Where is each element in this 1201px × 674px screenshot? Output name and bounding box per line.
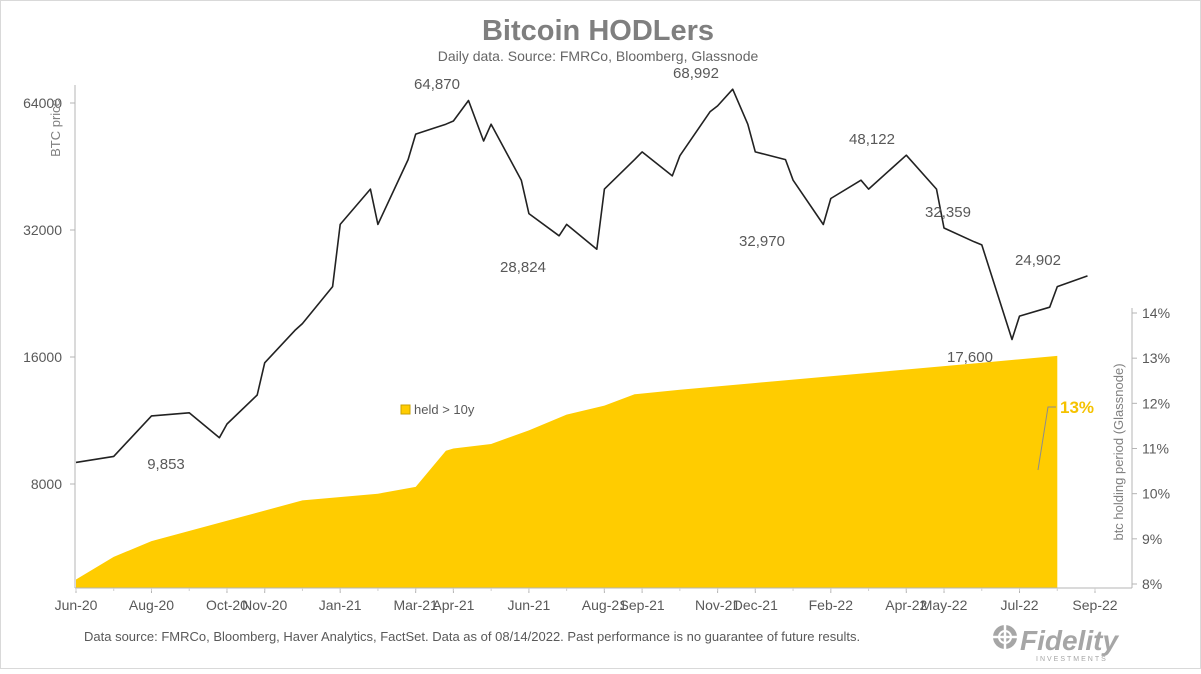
left-tick-label: 8000 bbox=[31, 476, 62, 492]
x-tick-label: Feb-22 bbox=[809, 597, 854, 613]
chart-subtitle: Daily data. Source: FMRCo, Bloomberg, Gl… bbox=[438, 48, 759, 64]
annotation-jul21: 28,824 bbox=[500, 259, 546, 276]
x-tick-label: Nov-21 bbox=[695, 597, 740, 613]
right-tick-label: 9% bbox=[1142, 531, 1162, 547]
left-axis-label: BTC price bbox=[48, 99, 63, 157]
callout-latest-value: 13% bbox=[1060, 398, 1094, 417]
x-tick-label: May-22 bbox=[921, 597, 968, 613]
x-tick-label: Oct-20 bbox=[206, 597, 248, 613]
x-tick-label: Dec-21 bbox=[733, 597, 778, 613]
right-tick-label: 12% bbox=[1142, 395, 1170, 411]
annotation-peak-nov21: 68,992 bbox=[673, 65, 719, 82]
callout-leader bbox=[1037, 406, 1056, 471]
right-tick-label: 13% bbox=[1142, 350, 1170, 366]
left-tick-label: 64000 bbox=[23, 95, 62, 111]
legend-swatch bbox=[400, 404, 411, 415]
fidelity-logo: Fidelity INVESTMENTS bbox=[993, 625, 1119, 663]
btc-price-line bbox=[75, 88, 1088, 464]
x-tick-label: Aug-20 bbox=[129, 597, 174, 613]
x-tick-label: Jan-21 bbox=[319, 597, 362, 613]
x-tick-label: Nov-20 bbox=[242, 597, 287, 613]
area-held-10y bbox=[76, 355, 1058, 588]
logo-wordmark: Fidelity bbox=[1020, 625, 1119, 656]
legend-label: held > 10y bbox=[414, 402, 475, 417]
right-tick-label: 11% bbox=[1142, 441, 1169, 457]
right-axis-label: btc holding period (Glassnode) bbox=[1111, 363, 1126, 540]
chart-title: Bitcoin HODLers bbox=[482, 15, 714, 47]
annotation-sep20: 9,853 bbox=[147, 456, 185, 473]
x-tick-label: Jun-21 bbox=[507, 597, 550, 613]
x-tick-label: Sep-22 bbox=[1072, 597, 1117, 613]
logo-subtitle: INVESTMENTS bbox=[1036, 656, 1108, 663]
left-axis-ticks: 8000 16000 32000 64000 bbox=[23, 95, 75, 492]
annotation-jan22: 32,970 bbox=[739, 233, 785, 250]
left-tick-label: 32000 bbox=[23, 222, 62, 238]
left-tick-label: 16000 bbox=[23, 349, 62, 365]
price-annotations: 64,870 68,992 48,122 32,359 24,902 9,853… bbox=[147, 65, 1061, 473]
area-layer bbox=[76, 355, 1058, 588]
right-tick-label: 8% bbox=[1142, 576, 1162, 592]
annotation-may22: 32,359 bbox=[925, 204, 971, 221]
annotation-aug22: 24,902 bbox=[1015, 252, 1061, 269]
x-tick-label: Sep-21 bbox=[620, 597, 665, 613]
right-tick-label: 10% bbox=[1142, 486, 1170, 502]
logo-globe-icon bbox=[993, 625, 1017, 649]
annotation-jun22: 17,600 bbox=[947, 349, 993, 366]
price-layer bbox=[75, 88, 1088, 464]
annotation-apr22: 48,122 bbox=[849, 131, 895, 148]
x-tick-label: Aug-21 bbox=[582, 597, 627, 613]
right-axis-ticks: 8% 9% 10% 11% 12% 13% 14% bbox=[1132, 305, 1170, 592]
footer-note: Data source: FMRCo, Bloomberg, Haver Ana… bbox=[84, 629, 860, 644]
right-tick-label: 14% bbox=[1142, 305, 1170, 321]
x-tick-label: Apr-22 bbox=[885, 597, 927, 613]
annotation-peak-apr21: 64,870 bbox=[414, 76, 460, 93]
legend: held > 10y bbox=[400, 402, 475, 417]
x-tick-label: Mar-21 bbox=[393, 597, 438, 613]
x-tick-label: Apr-21 bbox=[432, 597, 474, 613]
x-tick-label: Jul-22 bbox=[1000, 597, 1038, 613]
x-tick-label: Jun-20 bbox=[55, 597, 98, 613]
